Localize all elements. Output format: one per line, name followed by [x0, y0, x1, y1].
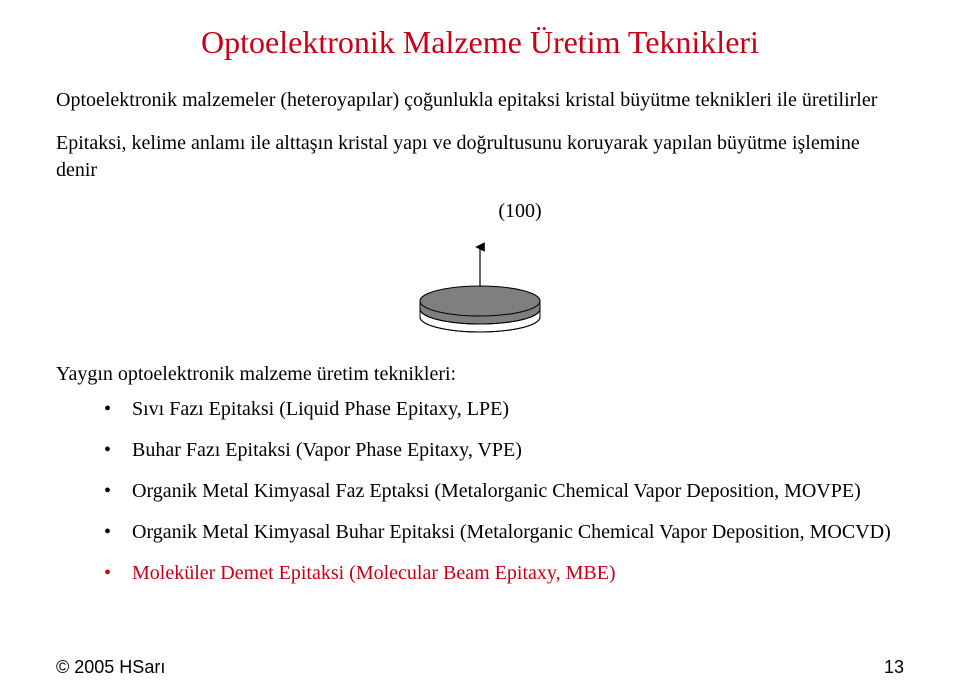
list-item: Organik Metal Kimyasal Buhar Epitaksi (M…: [104, 519, 904, 546]
list-item: Organik Metal Kimyasal Faz Eptaksi (Meta…: [104, 478, 904, 505]
wafer-icon: [400, 229, 560, 339]
page-number: 13: [884, 657, 904, 678]
copyright-text: © 2005 HSarı: [56, 657, 165, 677]
wafer-diagram: (100): [56, 200, 904, 339]
list-item: Sıvı Fazı Epitaksi (Liquid Phase Epitaxy…: [104, 396, 904, 423]
intro-paragraph-2: Epitaksi, kelime anlamı ile alttaşın kri…: [56, 130, 904, 184]
slide: Optoelektronik Malzeme Üretim Teknikleri…: [0, 0, 960, 690]
intro-paragraph-1: Optoelektronik malzemeler (heteroyapılar…: [56, 87, 904, 114]
techniques-list: Sıvı Fazı Epitaksi (Liquid Phase Epitaxy…: [56, 396, 904, 587]
slide-footer: © 2005 HSarı 13: [56, 657, 904, 678]
techniques-subheading: Yaygın optoelektronik malzeme üretim tek…: [56, 363, 904, 386]
page-title: Optoelektronik Malzeme Üretim Teknikleri: [56, 24, 904, 61]
crystal-direction-label: (100): [498, 200, 541, 223]
list-item: Buhar Fazı Epitaksi (Vapor Phase Epitaxy…: [104, 437, 904, 464]
list-item: Moleküler Demet Epitaksi (Molecular Beam…: [104, 560, 904, 587]
